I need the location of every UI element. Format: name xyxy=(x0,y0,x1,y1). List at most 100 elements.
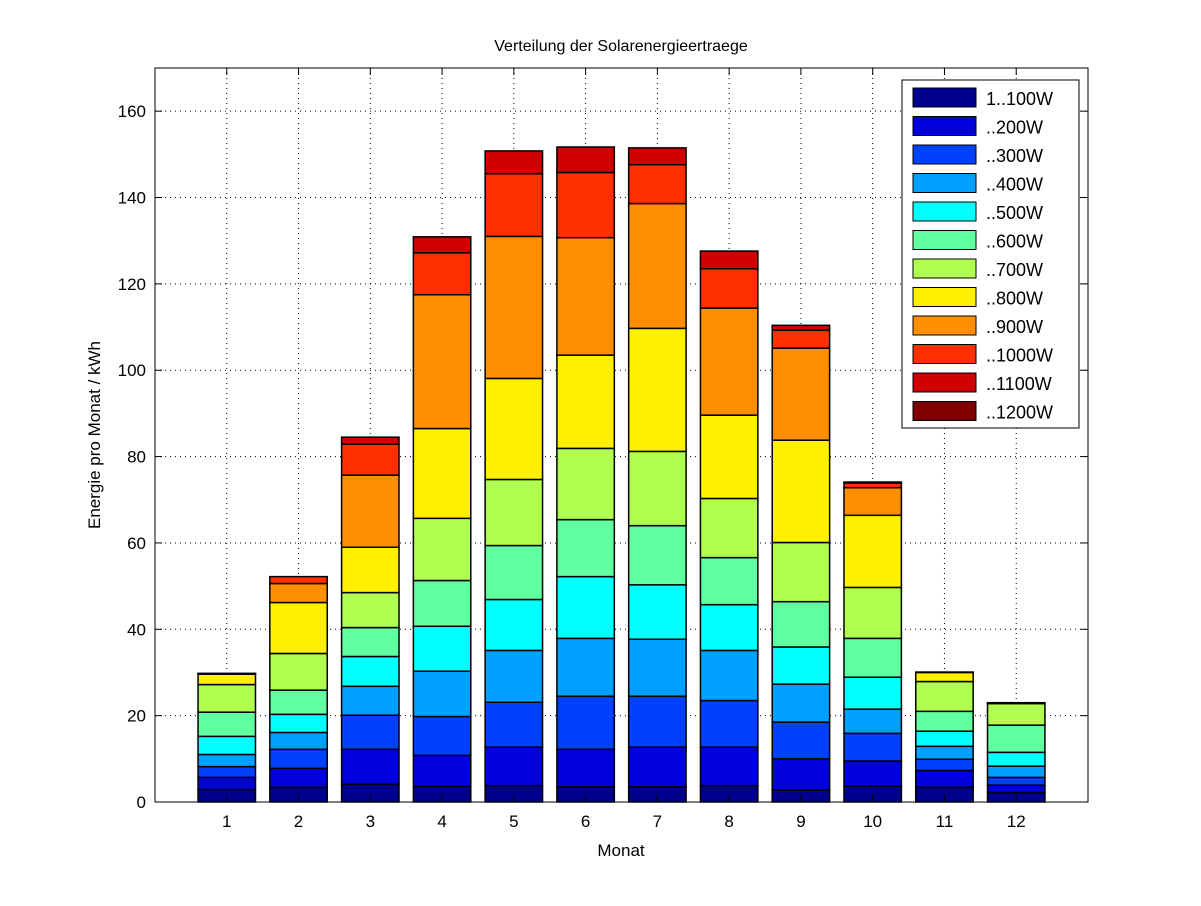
bar-segment xyxy=(198,736,255,754)
bar-segment xyxy=(916,746,973,759)
x-axis-label: Monat xyxy=(597,841,645,860)
legend-swatch xyxy=(913,117,976,136)
bar-segment xyxy=(916,759,973,770)
bar-segment xyxy=(772,722,829,759)
bar-stack-month-6 xyxy=(557,147,614,802)
bar-segment xyxy=(557,520,614,577)
bar-segment xyxy=(772,440,829,542)
bar-segment xyxy=(844,488,901,516)
legend-swatch xyxy=(913,316,976,335)
bar-segment xyxy=(844,587,901,638)
bar-segment xyxy=(485,151,542,174)
legend-swatch xyxy=(913,88,976,107)
legend-swatch xyxy=(913,288,976,307)
bar-segment xyxy=(700,650,757,700)
bar-segment xyxy=(485,546,542,600)
bar-segment xyxy=(557,355,614,448)
x-tick-label: 10 xyxy=(863,812,882,831)
bar-segment xyxy=(629,747,686,787)
bar-segment xyxy=(844,733,901,761)
bar-stack-month-4 xyxy=(413,237,470,802)
bar-segment xyxy=(485,600,542,651)
legend-label: ..1200W xyxy=(986,403,1053,423)
bar-segment xyxy=(772,330,829,348)
legend-swatch xyxy=(913,402,976,421)
bar-segment xyxy=(413,626,470,671)
bar-segment xyxy=(485,174,542,237)
bar-segment xyxy=(700,308,757,415)
legend-swatch xyxy=(913,345,976,364)
bar-segment xyxy=(629,204,686,329)
bar-segment xyxy=(413,671,470,716)
legend-label: ..900W xyxy=(986,317,1043,337)
bar-segment xyxy=(198,767,255,778)
bar-segment xyxy=(772,348,829,440)
bar-segment xyxy=(629,639,686,696)
x-tick-label: 3 xyxy=(366,812,375,831)
bar-stack-month-10 xyxy=(844,482,901,802)
bar-segment xyxy=(700,701,757,748)
x-tick-label: 2 xyxy=(294,812,303,831)
bar-stack-month-7 xyxy=(629,148,686,802)
bar-segment xyxy=(916,711,973,731)
bar-segment xyxy=(485,479,542,545)
bar-segment xyxy=(485,702,542,747)
bar-segment xyxy=(700,269,757,308)
x-tick-label: 4 xyxy=(437,812,446,831)
y-tick-label: 0 xyxy=(137,793,146,812)
bar-segment xyxy=(988,704,1045,726)
bar-segment xyxy=(270,584,327,603)
legend-label: ..500W xyxy=(986,203,1043,223)
x-tick-label: 6 xyxy=(581,812,590,831)
bar-stack-month-5 xyxy=(485,151,542,802)
bar-segment xyxy=(629,328,686,451)
bar-segment xyxy=(270,653,327,690)
bar-segment xyxy=(916,770,973,787)
legend-swatch xyxy=(913,231,976,250)
bar-segment xyxy=(198,674,255,684)
bar-segment xyxy=(772,647,829,684)
bar-segment xyxy=(557,749,614,787)
bar-segment xyxy=(772,543,829,602)
bar-segment xyxy=(270,732,327,749)
bar-segment xyxy=(270,749,327,768)
bar-segment xyxy=(198,685,255,713)
bar-segment xyxy=(270,768,327,787)
bar-segment xyxy=(629,451,686,525)
bar-segment xyxy=(844,482,901,483)
bar-segment xyxy=(700,747,757,785)
bar-segment xyxy=(916,731,973,746)
y-tick-label: 140 xyxy=(118,189,146,208)
bar-segment xyxy=(413,295,470,429)
bar-segment xyxy=(988,766,1045,777)
bar-segment xyxy=(772,684,829,722)
bar-segment xyxy=(844,677,901,709)
y-tick-label: 60 xyxy=(127,534,146,553)
y-tick-label: 100 xyxy=(118,361,146,380)
bar-segment xyxy=(629,696,686,747)
x-tick-label: 12 xyxy=(1007,812,1026,831)
bar-segment xyxy=(270,714,327,732)
bar-segment xyxy=(988,752,1045,766)
y-tick-label: 120 xyxy=(118,275,146,294)
bar-segment xyxy=(916,672,973,681)
bar-segment xyxy=(485,378,542,479)
bar-segment xyxy=(629,148,686,165)
bar-segment xyxy=(629,165,686,204)
legend-label: ..600W xyxy=(986,232,1043,252)
bar-segment xyxy=(413,237,470,253)
x-tick-label: 5 xyxy=(509,812,518,831)
bar-segment xyxy=(413,253,470,295)
bar-segment xyxy=(629,526,686,585)
legend-swatch xyxy=(913,259,976,278)
legend-label: ..400W xyxy=(986,175,1043,195)
bar-segment xyxy=(342,437,399,444)
bar-segment xyxy=(270,690,327,714)
bar-segment xyxy=(844,638,901,677)
bar-segment xyxy=(413,717,470,756)
bar-segment xyxy=(700,605,757,651)
bar-segment xyxy=(557,448,614,519)
bar-segment xyxy=(198,712,255,736)
chart-title: Verteilung der Solarenergieertraege xyxy=(494,38,748,55)
